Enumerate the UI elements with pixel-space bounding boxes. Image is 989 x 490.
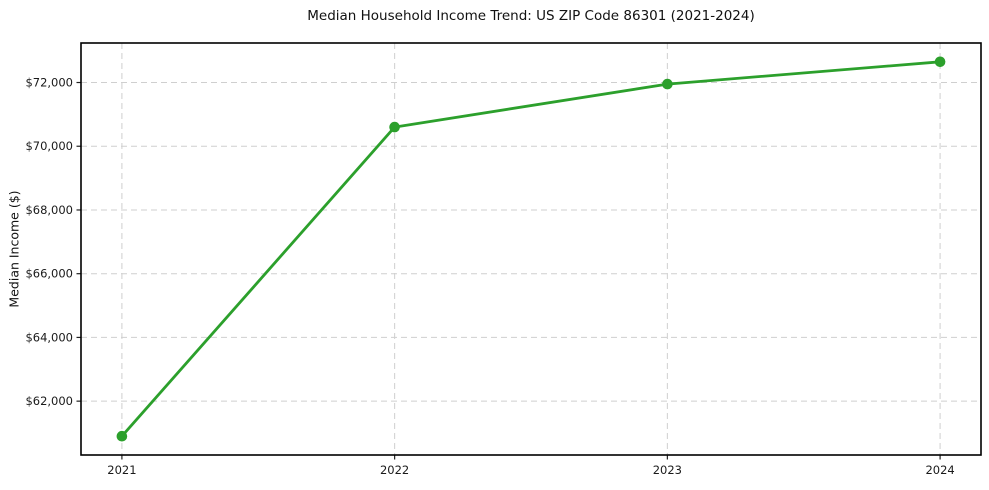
x-tick-label: 2024 [925,463,954,477]
data-point-marker [662,78,673,90]
chart-title: Median Household Income Trend: US ZIP Co… [307,8,755,24]
y-tick-label: $66,000 [25,267,73,281]
y-tick-label: $62,000 [25,394,73,408]
y-tick-label: $70,000 [25,139,73,153]
trend-line [120,60,942,438]
x-tick-label: 2023 [653,463,682,477]
y-tick-label: $72,000 [25,76,73,90]
data-point-marker [389,121,400,133]
data-point-marker [934,56,946,68]
x-tick-label: 2022 [380,463,409,477]
x-tick-label: 2021 [107,463,136,477]
y-tick-label: $64,000 [25,330,73,344]
plot-border [80,42,982,456]
y-tick-label: $68,000 [25,203,73,217]
data-point-marker [116,430,128,442]
